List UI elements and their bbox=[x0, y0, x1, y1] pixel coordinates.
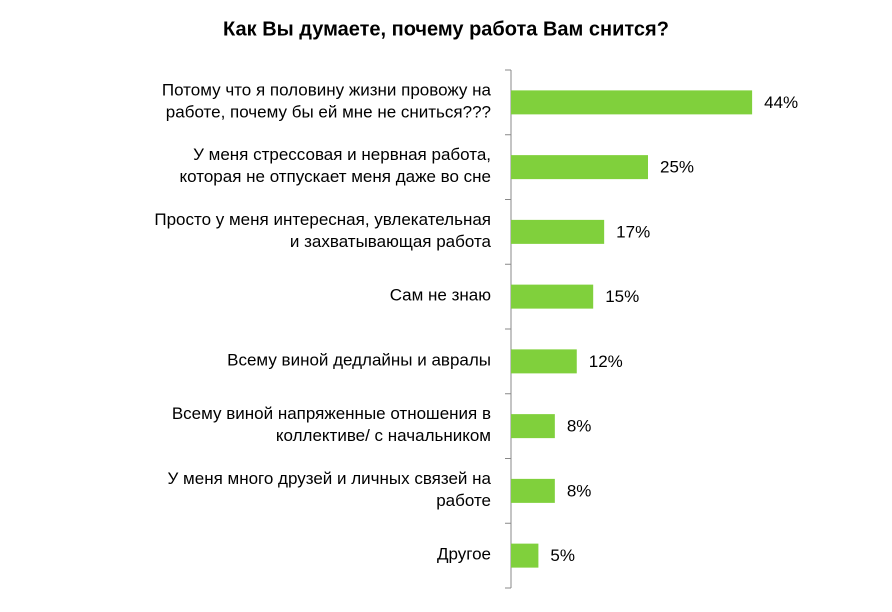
category-label-line: которая не отпускает меня даже во сне bbox=[180, 168, 491, 187]
category-label-line: Сам не знаю bbox=[390, 286, 492, 305]
category-label-line: Всему виной напряженные отношения в bbox=[172, 405, 491, 424]
category-label: Всему виной дедлайны и авралы bbox=[227, 351, 491, 370]
category-label: Всему виной напряженные отношения в колле… bbox=[172, 405, 491, 446]
category-label: Другое bbox=[437, 545, 491, 564]
value-label: 15% bbox=[605, 287, 639, 306]
bar bbox=[511, 219, 605, 244]
value-label: 8% bbox=[567, 417, 592, 436]
bar bbox=[511, 543, 539, 568]
category-label-line: и захватывающая работа bbox=[290, 232, 492, 251]
category-label-line: работе bbox=[436, 491, 491, 510]
category-label: У меня стрессовая и нервная работа, котор… bbox=[180, 146, 491, 187]
bar bbox=[511, 478, 555, 503]
category-label-line: коллективе/ с начальником bbox=[276, 427, 491, 446]
category-label-line: У меня много друзей и личных связей на bbox=[168, 469, 492, 488]
value-label: 44% bbox=[764, 93, 798, 112]
chart-title: Как Вы думаете, почему работа Вам снится… bbox=[223, 18, 669, 40]
value-label: 12% bbox=[589, 352, 623, 371]
bar bbox=[511, 284, 594, 309]
bar bbox=[511, 90, 753, 115]
value-label: 5% bbox=[550, 546, 575, 565]
category-label-line: работе, почему бы ей мне не сниться??? bbox=[166, 103, 491, 122]
category-label-line: Просто у меня интересная, увлекательная bbox=[154, 210, 491, 229]
category-label-line: Потому что я половину жизни провожу на bbox=[162, 81, 492, 100]
bar bbox=[511, 414, 555, 439]
value-label: 8% bbox=[567, 481, 592, 500]
value-label: 25% bbox=[660, 158, 694, 177]
value-label: 17% bbox=[616, 222, 650, 241]
category-label: Сам не знаю bbox=[390, 286, 492, 305]
bar bbox=[511, 349, 577, 374]
category-label: У меня много друзей и личных связей на ра… bbox=[168, 469, 492, 510]
bar bbox=[511, 155, 648, 180]
category-label: Просто у меня интересная, увлекательная и… bbox=[154, 210, 491, 251]
category-label: Потому что я половину жизни провожу на ра… bbox=[162, 81, 492, 122]
category-label-line: У меня стрессовая и нервная работа, bbox=[193, 146, 491, 165]
category-label-line: Всему виной дедлайны и авралы bbox=[227, 351, 491, 370]
category-label-line: Другое bbox=[437, 545, 491, 564]
